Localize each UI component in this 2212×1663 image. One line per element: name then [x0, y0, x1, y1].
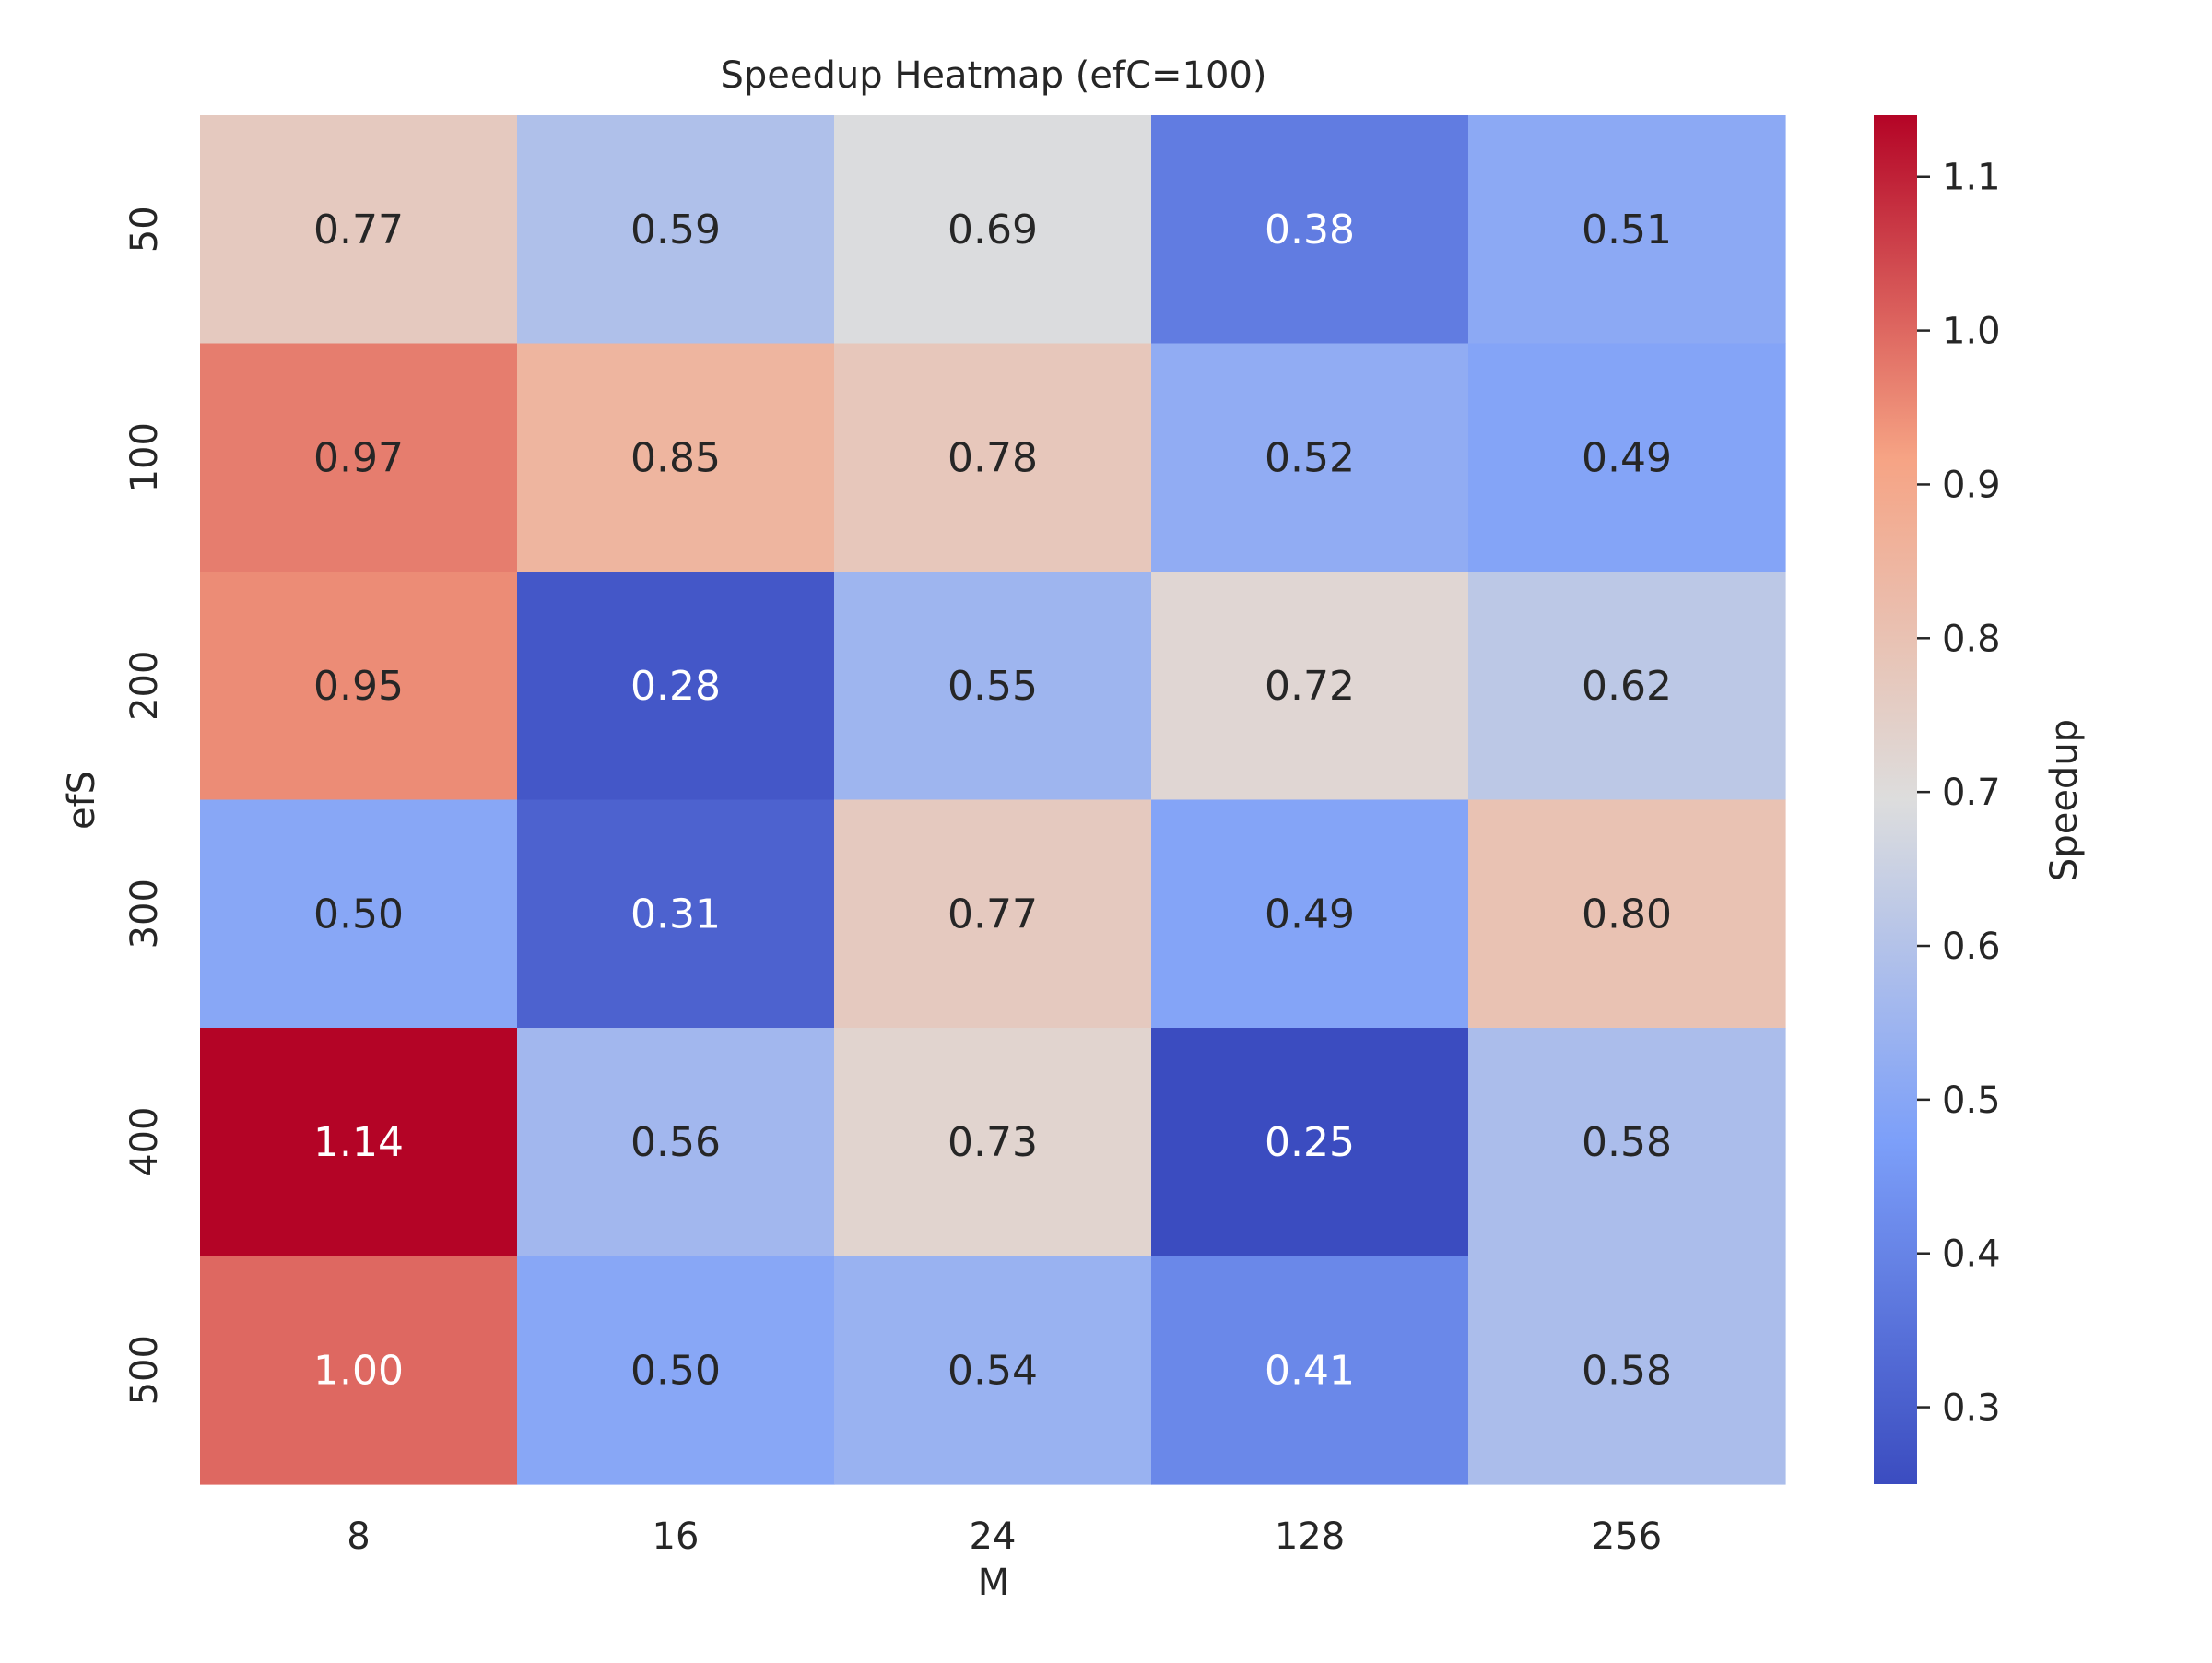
heatmap-cell — [834, 115, 1152, 345]
cell-value-label: 0.50 — [630, 1347, 721, 1394]
cell-value-label: 1.14 — [313, 1119, 404, 1166]
heatmap-cell-labels: 0.77 0.59 0.69 0.38 0.51 0.97 0.85 0.78 0.52 0.49… — [313, 206, 1672, 1395]
cell-value-label: 0.62 — [1582, 663, 1672, 710]
colorbar-tick-label: 0.3 — [1942, 1387, 2001, 1430]
cell-value-label: 0.54 — [947, 1347, 1038, 1394]
heatmap-cell — [1468, 343, 1786, 572]
cell-value-label: 0.49 — [1582, 434, 1672, 481]
y-axis-ticks: 50 100 200 300 400 500 — [124, 206, 166, 1405]
colorbar-tick-label: 0.8 — [1942, 618, 2001, 660]
cell-value-label: 0.49 — [1265, 890, 1355, 938]
cell-value-label: 0.58 — [1582, 1347, 1672, 1394]
x-tick-label: 8 — [347, 1516, 370, 1558]
heatmap-cell — [834, 1028, 1152, 1257]
heatmap-cell — [834, 343, 1152, 572]
heatmap-cell — [1468, 799, 1786, 1029]
y-tick-label: 100 — [124, 422, 166, 492]
cell-value-label: 1.00 — [313, 1347, 404, 1394]
heatmap-cell — [834, 572, 1152, 801]
cell-value-label: 0.56 — [630, 1119, 721, 1166]
colorbar-tick-label: 0.4 — [1942, 1233, 2001, 1276]
heatmap-cell — [1468, 115, 1786, 345]
y-tick-label: 400 — [124, 1107, 166, 1177]
colorbar-tick-label: 1.0 — [1942, 311, 2001, 353]
y-tick-label: 500 — [124, 1335, 166, 1405]
heatmap-cell — [1151, 1028, 1469, 1257]
cell-value-label: 0.97 — [313, 434, 404, 481]
cell-value-label: 0.25 — [1265, 1119, 1355, 1166]
colorbar — [1874, 115, 1917, 1484]
heatmap-cell — [517, 572, 835, 801]
cell-value-label: 0.31 — [630, 890, 721, 938]
x-tick-label: 24 — [970, 1516, 1017, 1558]
heatmap-cell — [517, 799, 835, 1029]
x-tick-label: 128 — [1275, 1516, 1345, 1558]
x-axis-label: M — [978, 1562, 1010, 1604]
cell-value-label: 0.59 — [630, 206, 721, 254]
cell-value-label: 0.41 — [1265, 1347, 1355, 1394]
heatmap-cells — [200, 115, 1786, 1485]
heatmap-cell — [200, 1256, 518, 1485]
y-tick-label: 300 — [124, 879, 166, 949]
x-tick-label: 16 — [653, 1516, 700, 1558]
cell-value-label: 0.69 — [947, 206, 1038, 254]
cell-value-label: 0.95 — [313, 663, 404, 710]
heatmap-cell — [200, 343, 518, 572]
cell-value-label: 0.58 — [1582, 1119, 1672, 1166]
heatmap-cell — [1151, 799, 1469, 1029]
cell-value-label: 0.77 — [947, 890, 1038, 938]
heatmap-cell — [517, 343, 835, 572]
cell-value-label: 0.52 — [1265, 434, 1355, 481]
heatmap-cell — [200, 115, 518, 345]
y-axis-label: efS — [61, 771, 103, 830]
cell-value-label: 0.77 — [313, 206, 404, 254]
heatmap-cell — [1151, 572, 1469, 801]
cell-value-label: 0.73 — [947, 1119, 1038, 1166]
heatmap-cell — [200, 799, 518, 1029]
heatmap-cell — [517, 1256, 835, 1485]
cell-value-label: 0.80 — [1582, 890, 1672, 938]
y-tick-label: 200 — [124, 651, 166, 721]
heatmap-cell — [1468, 1028, 1786, 1257]
colorbar-tick-label: 0.6 — [1942, 926, 2001, 968]
cell-value-label: 0.78 — [947, 434, 1038, 481]
heatmap-cell — [200, 1028, 518, 1257]
cell-value-label: 0.51 — [1582, 206, 1672, 254]
cell-value-label: 0.85 — [630, 434, 721, 481]
cell-value-label: 0.55 — [947, 663, 1038, 710]
chart-title: Speedup Heatmap (efC=100) — [720, 54, 1266, 97]
colorbar-tick-label: 0.5 — [1942, 1079, 2001, 1122]
colorbar-label: Speedup — [2043, 719, 2086, 881]
y-tick-label: 50 — [124, 206, 166, 253]
heatmap-cell — [1151, 343, 1469, 572]
heatmap-cell — [200, 572, 518, 801]
heatmap-cell — [517, 1028, 835, 1257]
colorbar-ticks: 0.3 0.4 0.5 0.6 0.7 0.8 0.9 1.0 1.1 — [1917, 157, 2001, 1430]
x-tick-label: 256 — [1592, 1516, 1662, 1558]
cell-value-label: 0.50 — [313, 890, 404, 938]
x-axis-ticks: 8 16 24 128 256 — [347, 1516, 1662, 1558]
cell-value-label: 0.38 — [1265, 206, 1355, 254]
heatmap-cell — [834, 799, 1152, 1029]
heatmap-cell — [1151, 1256, 1469, 1485]
heatmap-cell — [1468, 1256, 1786, 1485]
cell-value-label: 0.28 — [630, 663, 721, 710]
heatmap-cell — [1468, 572, 1786, 801]
colorbar-tick-label: 0.7 — [1942, 772, 2001, 814]
colorbar-tick-label: 0.9 — [1942, 464, 2001, 506]
cell-value-label: 0.72 — [1265, 663, 1355, 710]
heatmap-cell — [1151, 115, 1469, 345]
heatmap-cell — [517, 115, 835, 345]
colorbar-tick-label: 1.1 — [1942, 157, 2001, 199]
heatmap-cell — [834, 1256, 1152, 1485]
